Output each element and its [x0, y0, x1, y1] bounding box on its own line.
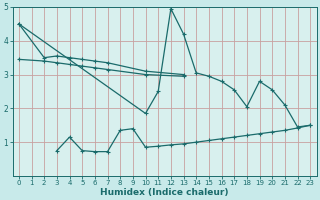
X-axis label: Humidex (Indice chaleur): Humidex (Indice chaleur)	[100, 188, 229, 197]
